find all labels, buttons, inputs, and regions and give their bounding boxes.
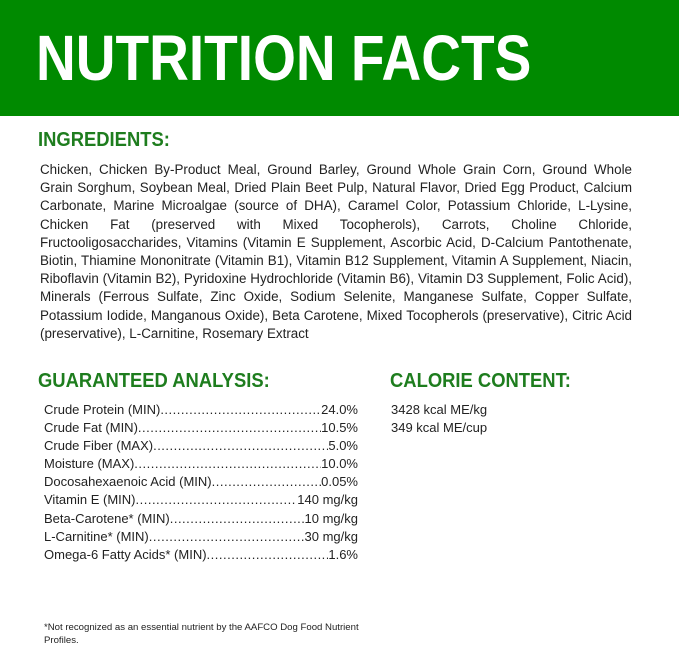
analysis-label: Omega-6 Fatty Acids* (MIN)	[44, 546, 207, 562]
dot-leader	[160, 401, 321, 419]
dot-leader	[207, 546, 329, 564]
analysis-label: Beta-Carotene* (MIN)	[44, 510, 170, 526]
analysis-label: Crude Fiber (MAX)	[44, 438, 154, 454]
analysis-value: 140 mg/kg	[297, 492, 358, 508]
analysis-label: Crude Protein (MIN)	[44, 402, 161, 417]
dot-leader	[134, 455, 321, 473]
dot-leader	[153, 437, 328, 455]
calorie-per-kg: 3428 kcal ME/kg	[391, 402, 488, 417]
analysis-value: 24.0%	[321, 402, 358, 417]
analysis-row: Moisture (MAX) 10.0%	[44, 455, 358, 473]
calorie-per-cup: 349 kcal ME/cup	[391, 420, 488, 435]
dot-leader	[136, 491, 298, 509]
analysis-value: 10.5%	[321, 420, 358, 436]
analysis-row: Beta-Carotene* (MIN) 10 mg/kg	[44, 510, 358, 528]
analysis-row: Docosahexaenoic Acid (MIN) 0.05%	[44, 473, 358, 491]
analysis-label: Moisture (MAX)	[44, 456, 135, 472]
footnote: *Not recognized as an essential nutrient…	[44, 622, 359, 646]
analysis-row: Crude Fiber (MAX) 5.0%	[44, 437, 358, 455]
ingredients-heading: INGREDIENTS:	[38, 129, 170, 151]
analysis-label: Docosahexaenoic Acid (MIN)	[44, 474, 212, 490]
analysis-row: Crude Fat (MIN) 10.5%	[44, 419, 358, 437]
analysis-label: Vitamin E (MIN)	[44, 492, 136, 508]
guaranteed-analysis-table: Crude Protein (MIN) 24.0% Crude Fat (MIN) 1…	[44, 401, 358, 564]
analysis-value: 30 mg/kg	[304, 528, 358, 544]
ingredients-text: Chicken, Chicken By-Product Meal, Ground…	[40, 162, 632, 341]
guaranteed-analysis-heading: GUARANTEED ANALYSIS:	[38, 370, 270, 392]
dot-leader	[212, 473, 321, 491]
dot-leader	[138, 419, 321, 437]
title-banner: NUTRITION FACTS	[0, 0, 679, 116]
calorie-content-heading: CALORIE CONTENT:	[390, 370, 571, 392]
dot-leader	[170, 510, 305, 528]
analysis-value: 10.0%	[321, 456, 358, 472]
dot-leader	[149, 528, 305, 546]
analysis-row: L-Carnitine* (MIN) 30 mg/kg	[44, 528, 358, 546]
analysis-row: Omega-6 Fatty Acids* (MIN) 1.6%	[44, 546, 358, 564]
analysis-value: 10 mg/kg	[304, 510, 358, 526]
analysis-value: 5.0%	[328, 438, 358, 454]
analysis-label: Crude Fat (MIN)	[44, 420, 138, 436]
analysis-value: 0.05%	[321, 474, 358, 490]
calorie-content: 3428 kcal ME/kg 349 kcal ME/cup	[391, 401, 487, 437]
analysis-row: Vitamin E (MIN) 140 mg/kg	[44, 491, 358, 509]
analysis-value: 1.6%	[328, 546, 358, 562]
analysis-row: Crude Protein (MIN) 24.0%	[44, 401, 358, 419]
analysis-label: L-Carnitine* (MIN)	[44, 528, 149, 544]
page-title: NUTRITION FACTS	[36, 22, 532, 94]
